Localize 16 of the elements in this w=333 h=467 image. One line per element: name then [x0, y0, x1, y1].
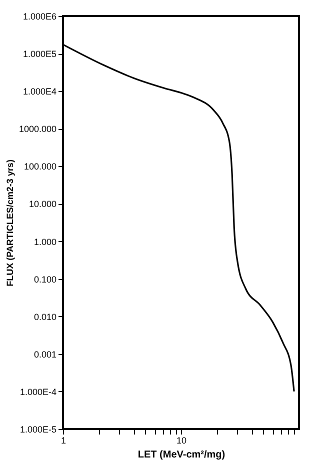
x-tick-label: 1 [60, 436, 66, 446]
y-tick-label: 0.100 [34, 274, 56, 284]
y-tick-label: 1.000E-4 [20, 386, 56, 397]
y-tick-label: 1.000E-5 [20, 424, 56, 434]
y-tick-label: 1000.000 [18, 124, 56, 134]
y-tick-label: 1.000E4 [22, 86, 56, 97]
y-tick-label: 1.000 [34, 236, 56, 247]
x-tick-label: 10 [176, 436, 187, 446]
y-tick-label: 0.001 [34, 349, 56, 360]
y-tick-label: 10.000 [28, 199, 56, 210]
y-axis-title: FLUX (PARTICLES/cm2-3 yrs) [4, 160, 15, 286]
y-tick-label: 100.000 [24, 162, 56, 172]
y-tick-label: 1.000E5 [22, 49, 56, 60]
y-tick-label: 0.010 [34, 312, 56, 322]
x-axis-title: LET (MeV-cm²/mg) [138, 450, 226, 460]
y-tick-label: 1.000E6 [22, 12, 56, 22]
